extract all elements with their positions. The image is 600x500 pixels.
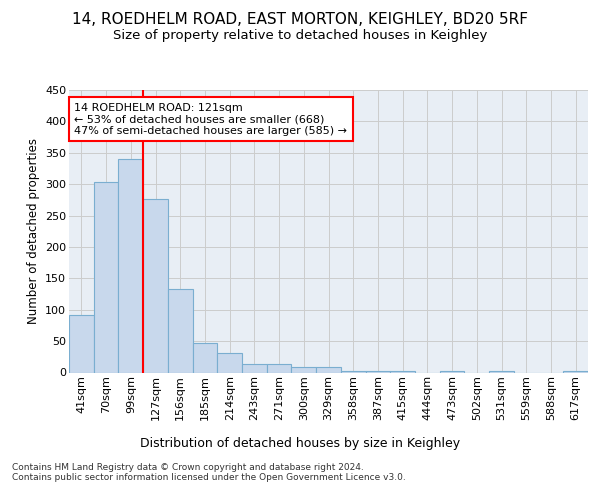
Bar — [489, 370, 514, 372]
Bar — [94, 182, 118, 372]
Bar — [316, 368, 341, 372]
Bar — [341, 370, 365, 372]
Bar — [69, 316, 94, 372]
Text: 14, ROEDHELM ROAD, EAST MORTON, KEIGHLEY, BD20 5RF: 14, ROEDHELM ROAD, EAST MORTON, KEIGHLEY… — [72, 12, 528, 28]
Bar — [440, 370, 464, 372]
Text: 14 ROEDHELM ROAD: 121sqm
← 53% of detached houses are smaller (668)
47% of semi-: 14 ROEDHELM ROAD: 121sqm ← 53% of detach… — [74, 102, 347, 136]
Text: Size of property relative to detached houses in Keighley: Size of property relative to detached ho… — [113, 29, 487, 42]
Bar — [365, 370, 390, 372]
Bar — [193, 343, 217, 372]
Bar — [143, 198, 168, 372]
Y-axis label: Number of detached properties: Number of detached properties — [26, 138, 40, 324]
Text: Distribution of detached houses by size in Keighley: Distribution of detached houses by size … — [140, 438, 460, 450]
Bar — [217, 353, 242, 372]
Bar — [292, 368, 316, 372]
Bar — [168, 289, 193, 372]
Bar — [242, 364, 267, 372]
Bar — [118, 159, 143, 372]
Text: Contains HM Land Registry data © Crown copyright and database right 2024.
Contai: Contains HM Land Registry data © Crown c… — [12, 462, 406, 482]
Bar — [267, 364, 292, 372]
Bar — [390, 370, 415, 372]
Bar — [563, 370, 588, 372]
